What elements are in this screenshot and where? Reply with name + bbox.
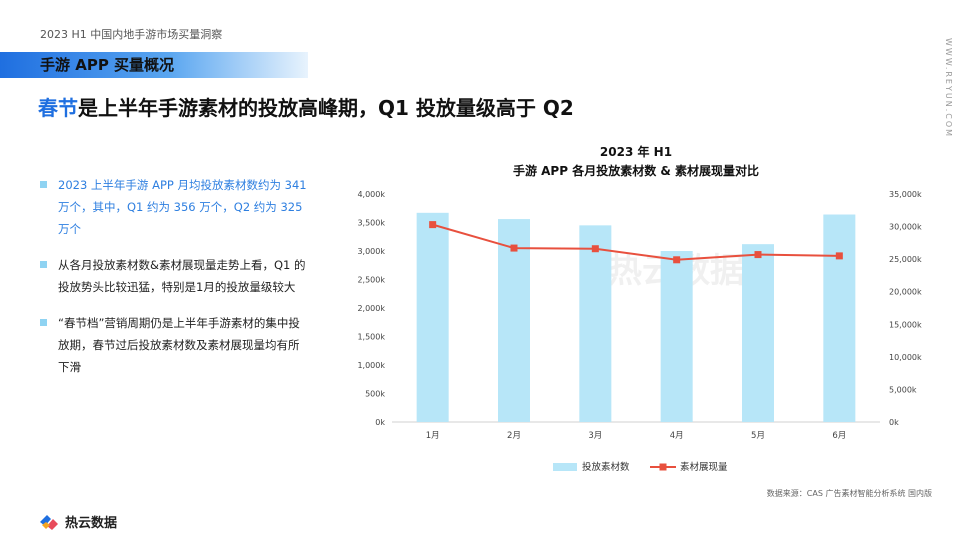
y-right-tick-label: 10,000k [889, 353, 922, 362]
bar-6 [823, 214, 856, 422]
y-left-tick-label: 3,000k [357, 247, 385, 256]
y-left-tick-label: 4,000k [357, 190, 385, 199]
logo-text: 热云数据 [65, 516, 118, 531]
x-tick-label: 3月 [588, 431, 602, 441]
line-point-5 [754, 251, 762, 259]
bullet-text: 2023 上半年手游 APP 月均投放素材数约为 341 万个，其中，Q1 约为… [58, 178, 307, 236]
x-tick-label: 2月 [507, 431, 521, 441]
y-left-tick-label: 2,000k [357, 304, 385, 313]
y-left-tick-label: 500k [365, 390, 385, 399]
bullet-marker [40, 261, 47, 268]
bullet-marker [40, 181, 47, 188]
bullet-list: 2023 上半年手游 APP 月均投放素材数约为 341 万个，其中，Q1 约为… [40, 174, 310, 392]
bullet-item: 2023 上半年手游 APP 月均投放素材数约为 341 万个，其中，Q1 约为… [40, 174, 310, 240]
bar-2 [498, 219, 530, 422]
y-left-tick-label: 0k [375, 418, 385, 427]
line-point-1 [429, 221, 437, 229]
line-point-6 [835, 252, 843, 260]
y-right-tick-label: 15,000k [889, 320, 922, 329]
bullet-text: 从各月投放素材数&素材展现量走势上看，Q1 的投放势头比较迅猛，特别是1月的投放… [58, 258, 306, 294]
report-title: 2023 H1 中国内地手游市场买量洞察 [40, 28, 223, 41]
y-right-tick-label: 0k [889, 418, 899, 427]
line-point-4 [673, 256, 681, 264]
legend-bar-swatch [553, 463, 577, 471]
line-point-3 [591, 245, 599, 253]
y-right-tick-label: 5,000k [889, 385, 917, 394]
x-tick-label: 5月 [751, 431, 765, 441]
x-tick-label: 1月 [426, 431, 440, 441]
x-tick-label: 6月 [832, 431, 846, 441]
headline-highlight: 春节 [38, 96, 78, 120]
y-left-tick-label: 2,500k [357, 276, 385, 285]
data-source: 数据来源：CAS 广告素材智能分析系统 国内版 [766, 489, 932, 498]
page-headline: 春节是上半年手游素材的投放高峰期，Q1 投放量级高于 Q2 [38, 92, 574, 121]
headline-text: 是上半年手游素材的投放高峰期，Q1 投放量级高于 Q2 [78, 96, 574, 120]
bullet-item: 从各月投放素材数&素材展现量走势上看，Q1 的投放势头比较迅猛，特别是1月的投放… [40, 254, 310, 298]
bullet-item: “春节档”营销周期仍是上半年手游素材的集中投放期，春节过后投放素材数及素材展现量… [40, 312, 310, 378]
y-right-tick-label: 30,000k [889, 223, 922, 232]
brand-logo: 热云数据 [38, 512, 117, 531]
legend-line-label: 素材展现量 [680, 461, 728, 473]
chart-title: 2023 年 H1 [600, 144, 672, 159]
y-left-tick-label: 1,500k [357, 333, 385, 342]
side-url: WWW.REYUN.COM [944, 38, 953, 139]
y-right-tick-label: 25,000k [889, 255, 922, 264]
y-right-tick-label: 35,000k [889, 190, 922, 199]
bar-1 [416, 212, 449, 422]
section-title-bar [0, 52, 308, 78]
bullet-text: “春节档”营销周期仍是上半年手游素材的集中投放期，春节过后投放素材数及素材展现量… [58, 316, 300, 374]
line-series-path [432, 223, 840, 261]
legend-bar-label: 投放素材数 [582, 461, 630, 473]
x-tick-label: 4月 [670, 431, 684, 441]
legend-line-marker [659, 463, 667, 471]
y-left-tick-label: 3,500k [357, 219, 385, 228]
line-point-2 [510, 244, 518, 252]
bar-3 [579, 225, 612, 422]
section-title: 手游 APP 买量概况 [40, 56, 175, 74]
y-right-tick-label: 20,000k [889, 288, 922, 297]
bar-5 [742, 244, 774, 422]
bar-4 [660, 251, 693, 422]
chart-subtitle: 手游 APP 各月投放素材数 & 素材展现量对比 [513, 163, 759, 178]
logo-icon [40, 514, 58, 530]
y-left-tick-label: 1,000k [357, 361, 385, 370]
bullet-marker [40, 319, 47, 326]
